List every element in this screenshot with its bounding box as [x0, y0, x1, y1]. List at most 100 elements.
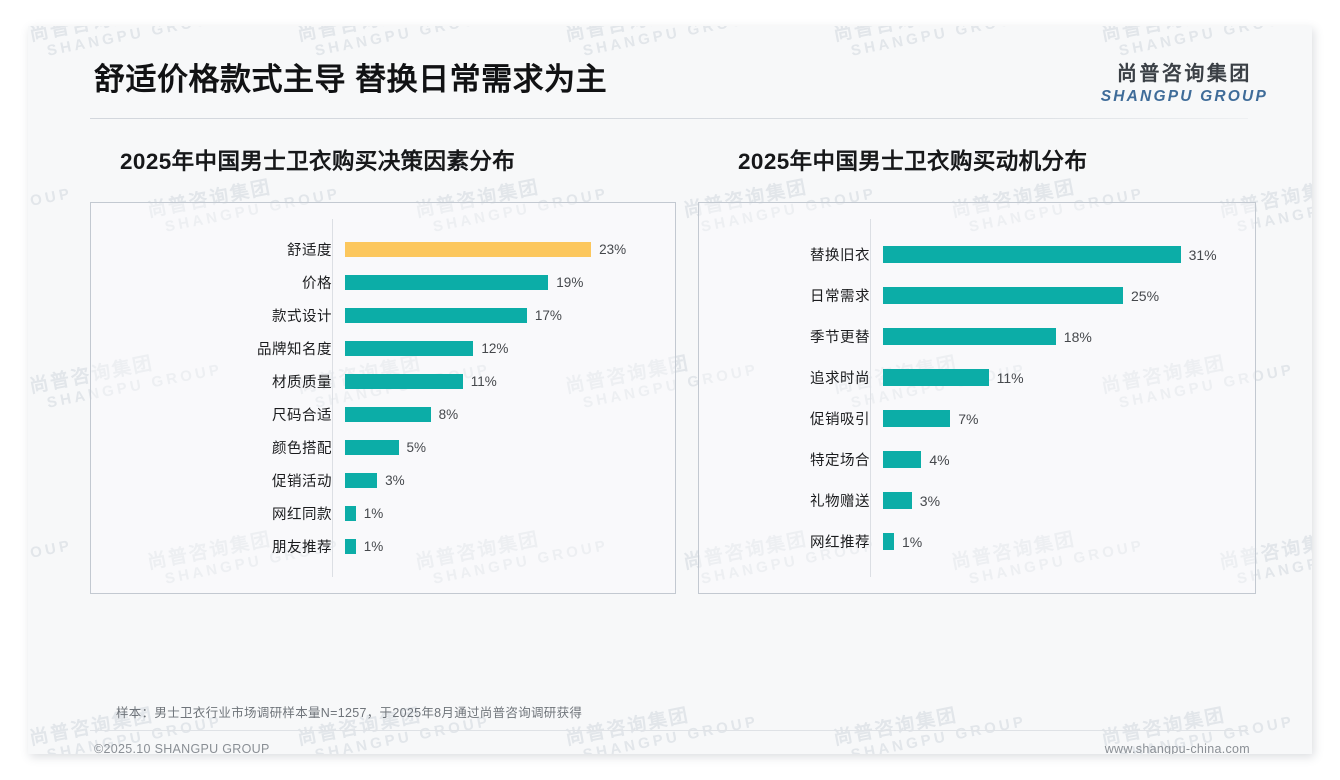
bar-row[interactable]: 价格 19% [91, 266, 675, 299]
bar-category-label: 礼物赠送 [810, 494, 870, 510]
plot-area-motivation: 替换旧衣 31% 日常需求 25% 季节更替 18% 追求时尚 11% 促销吸引 7% 特定场合 4%… [699, 203, 1255, 593]
chart-block-motivation: 2025年中国男士卫衣购买动机分布 替换旧衣 31% 日常需求 25% 季节更替 18% 追… [698, 144, 1256, 594]
watermark-text-cn: 尚普咨询集团 [28, 165, 71, 221]
chart-panel-decision-factors: 舒适度 23% 价格 19% 款式设计 17% 品牌知名度 12% 材质质量 11% 尺码合适 8% 颜… [90, 202, 676, 594]
bar[interactable] [345, 506, 356, 521]
bar[interactable] [345, 473, 378, 488]
bar-row[interactable]: 品牌知名度 12% [91, 332, 675, 365]
watermark-text-en: SHANGPU GROUP [28, 184, 74, 236]
bar-category-label: 朋友推荐 [272, 540, 332, 556]
bar-row[interactable]: 促销吸引 7% [699, 398, 1255, 439]
bar-track: 23% [345, 242, 675, 257]
bar-value-label: 17% [534, 308, 562, 323]
bar-track: 31% [883, 246, 1255, 263]
bar-row[interactable]: 舒适度 23% [91, 233, 675, 266]
bar-row[interactable]: 替换旧衣 31% [699, 234, 1255, 275]
bar-row[interactable]: 尺码合适 8% [91, 398, 675, 431]
website-link[interactable]: www.shangpu-china.com [1104, 742, 1250, 754]
bar-rows-decision-factors: 舒适度 23% 价格 19% 款式设计 17% 品牌知名度 12% 材质质量 11% 尺码合适 8% 颜… [91, 203, 675, 593]
bar-category-label: 颜色搭配 [272, 441, 332, 457]
bar-track: 11% [883, 369, 1255, 386]
bar[interactable] [883, 492, 912, 509]
bar-category-label: 款式设计 [272, 309, 332, 325]
bar-value-label: 3% [385, 473, 405, 488]
bar[interactable] [345, 374, 463, 389]
bar-track: 8% [345, 407, 675, 422]
bar-track: 25% [883, 287, 1255, 304]
bar-highlighted[interactable] [345, 242, 592, 257]
bar[interactable] [345, 407, 431, 422]
logo-text-en: SHANGPU GROUP [1100, 88, 1268, 105]
bar-row[interactable]: 款式设计 17% [91, 299, 675, 332]
bar-category-label: 日常需求 [810, 289, 870, 305]
bar-row[interactable]: 日常需求 25% [699, 275, 1255, 316]
logo-text-cn: 尚普咨询集团 [1116, 63, 1252, 85]
bar[interactable] [345, 308, 527, 323]
bar-track: 7% [883, 410, 1255, 427]
bar-value-label: 3% [919, 492, 941, 509]
bar-category-label: 替换旧衣 [810, 248, 870, 264]
bar-category-label: 材质质量 [272, 375, 332, 391]
bar-category-label: 追求时尚 [810, 371, 870, 387]
bar[interactable] [345, 539, 356, 554]
bar-track: 1% [345, 506, 675, 521]
bar-track: 12% [345, 341, 675, 356]
bar-category-label: 促销吸引 [810, 412, 870, 428]
bar-row[interactable]: 材质质量 11% [91, 365, 675, 398]
bar-row[interactable]: 促销活动 3% [91, 464, 675, 497]
bar-track: 18% [883, 328, 1255, 345]
copyright-text: ©2025.10 SHANGPU GROUP [94, 742, 270, 754]
bar[interactable] [345, 275, 549, 290]
chart-title-motivation: 2025年中国男士卫衣购买动机分布 [738, 149, 1088, 174]
slide-footer: ©2025.10 SHANGPU GROUP www.shangpu-china… [28, 730, 1312, 754]
bar-category-label: 季节更替 [810, 330, 870, 346]
chart-block-decision-factors: 2025年中国男士卫衣购买决策因素分布 舒适度 23% 价格 19% 款式设计 17% 品牌… [90, 144, 676, 594]
bar[interactable] [883, 410, 951, 427]
bar-value-label: 19% [556, 275, 584, 290]
bar[interactable] [345, 341, 474, 356]
footer-divider [90, 730, 1248, 731]
bar-value-label: 5% [406, 440, 427, 455]
bar-track: 4% [883, 451, 1255, 468]
bar-value-label: 11% [470, 374, 497, 389]
bar-row[interactable]: 礼物赠送 3% [699, 480, 1255, 521]
bar-category-label: 尺码合适 [272, 408, 332, 424]
bar-track: 1% [345, 539, 675, 554]
bar-value-label: 1% [363, 506, 384, 521]
bar-row[interactable]: 季节更替 18% [699, 316, 1255, 357]
bar-track: 1% [883, 533, 1255, 550]
company-logo: 尚普咨询集团 SHANGPU GROUP [1101, 64, 1268, 105]
bar[interactable] [883, 246, 1181, 263]
header-divider [90, 118, 1248, 119]
bar[interactable] [883, 533, 894, 550]
bar-value-label: 12% [481, 341, 509, 356]
bar[interactable] [883, 328, 1056, 345]
bar-category-label: 网红同款 [272, 507, 332, 523]
bar-track: 17% [345, 308, 675, 323]
bar[interactable] [883, 369, 989, 386]
bar-value-label: 4% [929, 451, 950, 468]
page-title: 舒适价格款式主导 替换日常需求为主 [94, 62, 608, 97]
bar-category-label: 价格 [302, 276, 332, 292]
bar[interactable] [883, 287, 1123, 304]
bar-row[interactable]: 颜色搭配 5% [91, 431, 675, 464]
bar[interactable] [345, 440, 399, 455]
bar-value-label: 11% [996, 369, 1024, 386]
bar-value-label: 1% [902, 533, 923, 550]
bar-category-label: 特定场合 [810, 453, 870, 469]
bar-row[interactable]: 特定场合 4% [699, 439, 1255, 480]
bar-category-label: 网红推荐 [810, 535, 870, 551]
bar[interactable] [883, 451, 922, 468]
bar-track: 5% [345, 440, 675, 455]
chart-panel-motivation: 替换旧衣 31% 日常需求 25% 季节更替 18% 追求时尚 11% 促销吸引 7% 特定场合 4%… [698, 202, 1256, 594]
bar-row[interactable]: 网红同款 1% [91, 497, 675, 530]
bar-row[interactable]: 追求时尚 11% [699, 357, 1255, 398]
bar-track: 3% [883, 492, 1255, 509]
bar-row[interactable]: 网红推荐 1% [699, 521, 1255, 562]
bar-row[interactable]: 朋友推荐 1% [91, 530, 675, 563]
y-axis-line [332, 219, 333, 577]
bar-value-label: 18% [1063, 328, 1092, 345]
